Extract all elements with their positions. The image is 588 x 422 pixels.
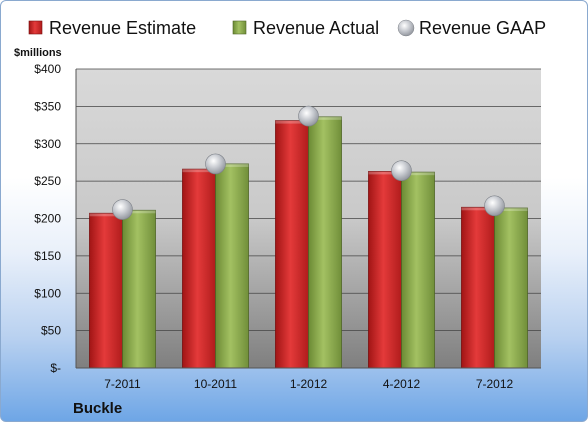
y-tick-label: $200 [34, 212, 61, 226]
company-label: Buckle [73, 400, 122, 417]
bar-revenue-estimate-1-2012 [275, 120, 309, 369]
y-tick-label: $400 [34, 62, 61, 76]
bar-revenue-estimate-10-2011 [182, 168, 216, 369]
bar-top-highlight [89, 213, 123, 217]
legend-swatch-revenue-actual [232, 20, 247, 35]
bar-top-highlight [308, 116, 342, 120]
x-tick-label: 7-2011 [104, 377, 141, 391]
bars [89, 105, 528, 369]
y-tick-label: $100 [34, 286, 61, 300]
x-tick-label: 1-2012 [290, 377, 328, 391]
bar-revenue-actual-7-2011 [122, 209, 156, 369]
y-tick-label: $150 [34, 249, 61, 263]
legend-label-revenue-gaap: Revenue GAAP [419, 18, 546, 38]
bar-revenue-estimate-4-2012 [368, 171, 402, 369]
bar-top-highlight [461, 207, 495, 211]
x-tick-label: 10-2011 [194, 377, 237, 391]
bar-top-highlight [401, 172, 435, 176]
legend-swatch-revenue-estimate [28, 20, 43, 35]
bar-revenue-actual-7-2012 [494, 207, 528, 369]
bar-revenue-actual-4-2012 [401, 171, 435, 369]
bar-top-highlight [275, 120, 309, 124]
bar-top-highlight [368, 171, 402, 175]
bar-revenue-estimate-7-2012 [461, 206, 495, 369]
bar-revenue-actual-1-2012 [308, 116, 342, 369]
y-tick-label: $50 [41, 324, 61, 338]
y-tick-label: $250 [34, 174, 61, 188]
y-tick-label: $300 [34, 137, 61, 151]
bar-top-highlight [215, 163, 249, 167]
marker-revenue-gaap-7-2011 [112, 199, 133, 220]
y-tick-label: $350 [34, 99, 61, 113]
marker-revenue-gaap-4-2012 [391, 160, 412, 181]
legend-label-revenue-actual: Revenue Actual [253, 18, 379, 38]
x-axis: 7-2011 10-2011 1-2012 4-2012 7-2012 [76, 367, 541, 391]
marker-revenue-gaap-10-2011 [205, 153, 226, 175]
y-axis: $- $50 $100 $150 $200 $250 $300 $350 $400 [34, 62, 77, 375]
bar-revenue-estimate-7-2011 [89, 212, 123, 369]
legend-swatch-revenue-gaap [397, 19, 415, 37]
bar-top-highlight [494, 208, 528, 212]
bar-top-highlight [182, 169, 216, 173]
legend: Revenue Estimate Revenue Actual Revenue GA… [28, 18, 546, 38]
marker-revenue-gaap-7-2012 [484, 195, 505, 217]
y-tick-label: $- [50, 361, 61, 375]
bar-top-highlight [122, 210, 156, 214]
unit-label: $millions [14, 47, 62, 59]
bar-revenue-actual-10-2011 [215, 163, 249, 369]
x-tick-label: 7-2012 [476, 377, 514, 391]
marker-revenue-gaap-1-2012 [298, 105, 319, 127]
x-tick-label: 4-2012 [383, 377, 421, 391]
legend-label-revenue-estimate: Revenue Estimate [49, 18, 196, 38]
